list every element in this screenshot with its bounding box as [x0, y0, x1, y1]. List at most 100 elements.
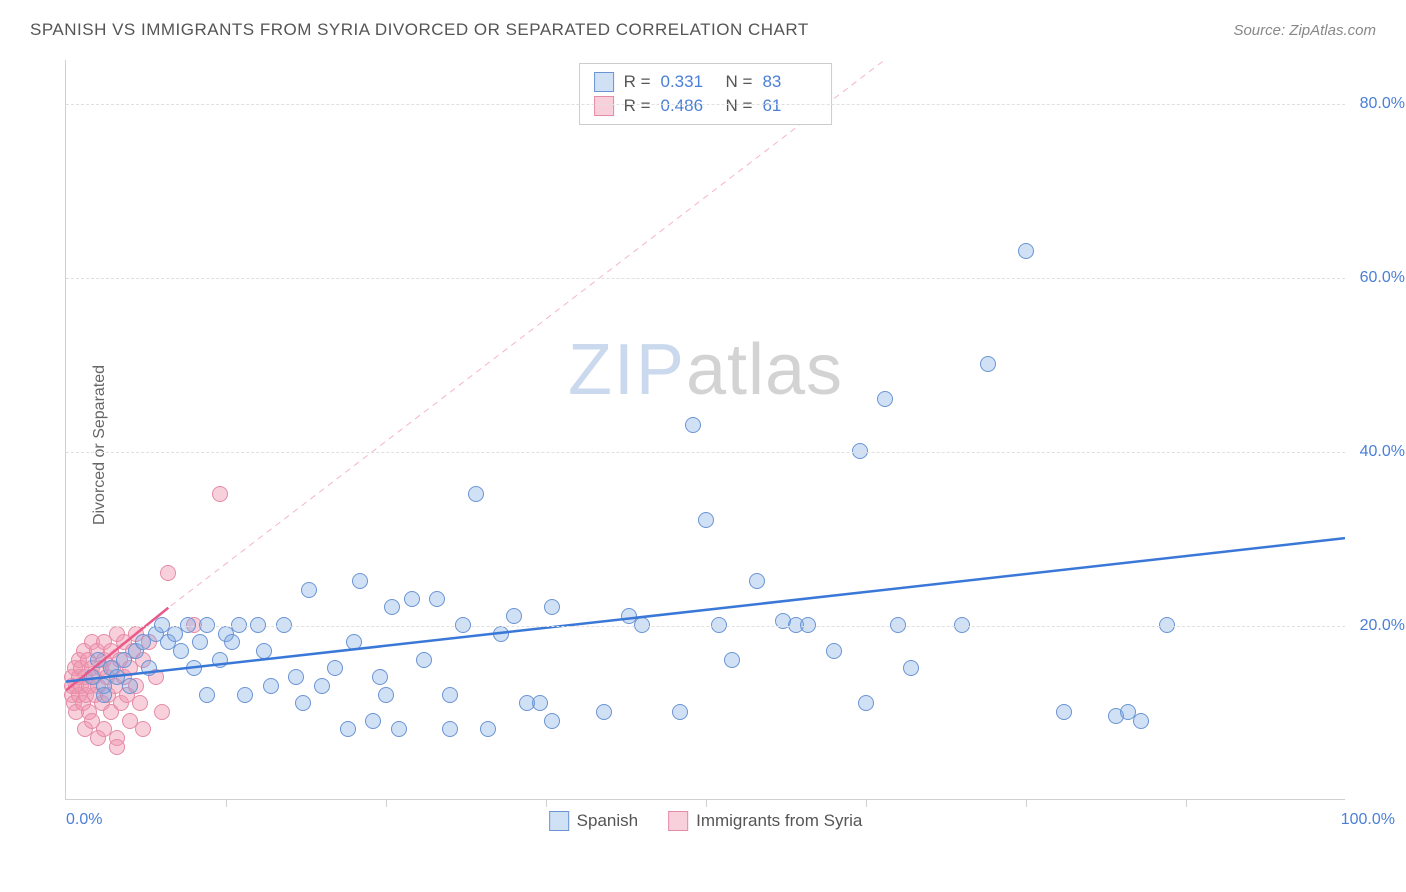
data-point — [685, 417, 701, 433]
legend-item-syria: Immigrants from Syria — [668, 811, 862, 831]
data-point — [1018, 243, 1034, 259]
chart-container: Divorced or Separated ZIPatlas R = 0.331… — [45, 60, 1375, 830]
x-tick — [706, 799, 707, 807]
n-value-syria: 61 — [762, 96, 817, 116]
data-point — [314, 678, 330, 694]
x-tick — [1186, 799, 1187, 807]
n-value-spanish: 83 — [762, 72, 817, 92]
data-point — [404, 591, 420, 607]
gridline — [66, 278, 1345, 279]
chart-title: SPANISH VS IMMIGRANTS FROM SYRIA DIVORCE… — [30, 20, 809, 40]
data-point — [186, 660, 202, 676]
watermark-zip: ZIP — [568, 330, 686, 410]
data-point — [532, 695, 548, 711]
data-point — [493, 626, 509, 642]
data-point — [96, 687, 112, 703]
data-point — [384, 599, 400, 615]
source-attribution: Source: ZipAtlas.com — [1233, 22, 1376, 39]
data-point — [295, 695, 311, 711]
x-tick — [866, 799, 867, 807]
data-point — [1056, 704, 1072, 720]
x-axis-max-label: 100.0% — [1341, 811, 1395, 829]
data-point — [212, 652, 228, 668]
data-point — [749, 573, 765, 589]
data-point — [480, 721, 496, 737]
data-point — [256, 643, 272, 659]
data-point — [1133, 713, 1149, 729]
x-tick — [226, 799, 227, 807]
y-tick-label: 20.0% — [1360, 617, 1405, 635]
data-point — [352, 573, 368, 589]
data-point — [378, 687, 394, 703]
swatch-spanish — [594, 72, 614, 92]
data-point — [192, 634, 208, 650]
x-tick — [386, 799, 387, 807]
data-point — [154, 704, 170, 720]
data-point — [224, 634, 240, 650]
data-point — [301, 582, 317, 598]
data-point — [346, 634, 362, 650]
data-point — [672, 704, 688, 720]
data-point — [340, 721, 356, 737]
legend-label-syria: Immigrants from Syria — [696, 811, 862, 831]
y-tick-label: 80.0% — [1360, 95, 1405, 113]
data-point — [826, 643, 842, 659]
stats-row-spanish: R = 0.331 N = 83 — [594, 70, 818, 94]
data-point — [468, 486, 484, 502]
data-point — [877, 391, 893, 407]
legend-label-spanish: Spanish — [577, 811, 638, 831]
legend-swatch-spanish — [549, 811, 569, 831]
data-point — [135, 721, 151, 737]
swatch-syria — [594, 96, 614, 116]
r-value-syria: 0.486 — [661, 96, 716, 116]
gridline — [66, 626, 1345, 627]
data-point — [109, 739, 125, 755]
data-point — [327, 660, 343, 676]
data-point — [365, 713, 381, 729]
data-point — [544, 713, 560, 729]
stats-row-syria: R = 0.486 N = 61 — [594, 94, 818, 118]
data-point — [160, 565, 176, 581]
legend-swatch-syria — [668, 811, 688, 831]
gridline — [66, 104, 1345, 105]
data-point — [212, 486, 228, 502]
data-point — [391, 721, 407, 737]
x-axis-min-label: 0.0% — [66, 811, 102, 829]
gridline — [66, 452, 1345, 453]
data-point — [372, 669, 388, 685]
data-point — [596, 704, 612, 720]
x-tick — [1026, 799, 1027, 807]
watermark-atlas: atlas — [686, 330, 843, 410]
data-point — [442, 721, 458, 737]
bottom-legend: Spanish Immigrants from Syria — [549, 811, 863, 831]
data-point — [237, 687, 253, 703]
r-value-spanish: 0.331 — [661, 72, 716, 92]
data-point — [980, 356, 996, 372]
stats-legend-box: R = 0.331 N = 83 R = 0.486 N = 61 — [579, 63, 833, 125]
data-point — [506, 608, 522, 624]
legend-item-spanish: Spanish — [549, 811, 638, 831]
data-point — [132, 695, 148, 711]
data-point — [442, 687, 458, 703]
data-point — [544, 599, 560, 615]
data-point — [141, 660, 157, 676]
data-point — [263, 678, 279, 694]
r-label: R = — [624, 72, 651, 92]
n-label: N = — [726, 72, 753, 92]
data-point — [416, 652, 432, 668]
data-point — [903, 660, 919, 676]
data-point — [698, 512, 714, 528]
plot-area: ZIPatlas R = 0.331 N = 83 R = 0.486 N = … — [65, 60, 1345, 800]
watermark: ZIPatlas — [568, 329, 843, 411]
r-label: R = — [624, 96, 651, 116]
data-point — [724, 652, 740, 668]
data-point — [199, 687, 215, 703]
y-tick-label: 40.0% — [1360, 443, 1405, 461]
n-label: N = — [726, 96, 753, 116]
x-tick — [546, 799, 547, 807]
data-point — [122, 678, 138, 694]
data-point — [429, 591, 445, 607]
trend-lines-layer — [66, 60, 1345, 799]
data-point — [858, 695, 874, 711]
y-tick-label: 60.0% — [1360, 269, 1405, 287]
